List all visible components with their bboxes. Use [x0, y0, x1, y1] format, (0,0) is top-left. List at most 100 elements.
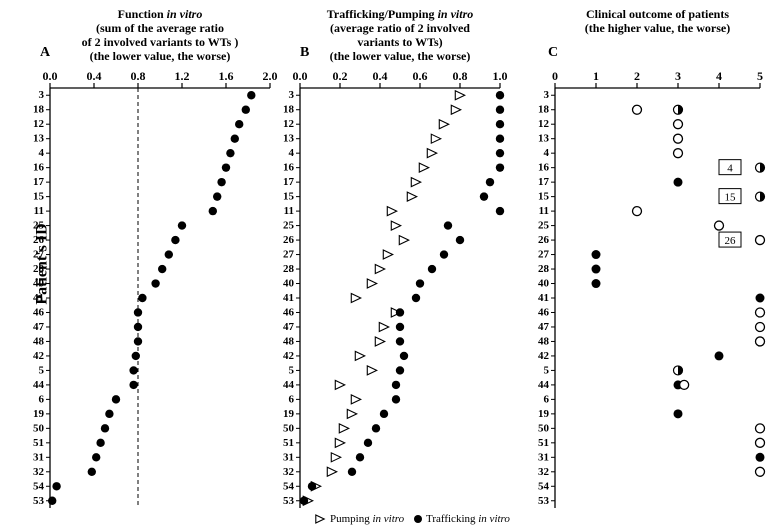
svg-text:26: 26 [283, 234, 295, 246]
svg-text:48: 48 [33, 335, 45, 347]
svg-text:19: 19 [33, 408, 45, 420]
svg-text:19: 19 [283, 408, 295, 420]
svg-text:0.8: 0.8 [453, 69, 468, 83]
svg-text:48: 48 [283, 335, 295, 347]
svg-text:0: 0 [552, 69, 558, 83]
svg-text:44: 44 [33, 379, 45, 391]
svg-text:41: 41 [538, 292, 549, 304]
svg-text:1.2: 1.2 [175, 69, 190, 83]
svg-text:41: 41 [283, 292, 294, 304]
svg-text:Function in vitro: Function in vitro [118, 7, 203, 21]
svg-text:6: 6 [289, 393, 295, 405]
svg-text:25: 25 [538, 220, 550, 232]
svg-text:17: 17 [538, 176, 550, 188]
svg-text:(the lower value, the worse): (the lower value, the worse) [90, 49, 231, 63]
svg-text:4: 4 [39, 147, 45, 159]
svg-text:5: 5 [544, 364, 550, 376]
svg-text:32: 32 [283, 466, 295, 478]
svg-text:31: 31 [33, 451, 44, 463]
svg-text:12: 12 [283, 118, 295, 130]
svg-text:(sum of the average ratio: (sum of the average ratio [96, 21, 224, 35]
svg-text:54: 54 [538, 480, 550, 492]
svg-text:12: 12 [33, 118, 45, 130]
svg-text:46: 46 [283, 306, 295, 318]
svg-text:4: 4 [716, 69, 722, 83]
svg-text:13: 13 [283, 133, 295, 145]
svg-text:51: 51 [33, 437, 44, 449]
svg-text:11: 11 [284, 205, 294, 217]
svg-text:16: 16 [538, 162, 550, 174]
svg-text:53: 53 [283, 495, 295, 507]
svg-text:47: 47 [283, 321, 295, 333]
svg-text:32: 32 [33, 466, 45, 478]
svg-text:4: 4 [544, 147, 550, 159]
svg-text:40: 40 [538, 278, 550, 290]
svg-text:54: 54 [283, 480, 295, 492]
svg-text:42: 42 [283, 350, 295, 362]
svg-text:51: 51 [283, 437, 294, 449]
svg-text:12: 12 [538, 118, 550, 130]
svg-text:0.8: 0.8 [131, 69, 146, 83]
svg-text:25: 25 [283, 220, 295, 232]
svg-text:Clinical outcome of patients: Clinical outcome of patients [586, 7, 729, 21]
svg-text:2.0: 2.0 [263, 69, 278, 83]
svg-text:17: 17 [33, 176, 45, 188]
svg-text:51: 51 [538, 437, 549, 449]
svg-text:28: 28 [538, 263, 550, 275]
svg-text:47: 47 [538, 321, 550, 333]
svg-text:6: 6 [544, 393, 550, 405]
svg-text:15: 15 [33, 191, 45, 203]
svg-text:3: 3 [675, 69, 681, 83]
svg-text:(the higher value, the worse): (the higher value, the worse) [585, 21, 730, 35]
svg-text:13: 13 [538, 133, 550, 145]
svg-text:15: 15 [538, 191, 550, 203]
svg-text:16: 16 [33, 162, 45, 174]
svg-text:44: 44 [283, 379, 295, 391]
svg-text:(average ratio of 2 involved: (average ratio of 2 involved [330, 21, 470, 35]
svg-text:B: B [300, 45, 309, 60]
svg-text:0.0: 0.0 [43, 69, 58, 83]
svg-text:27: 27 [283, 249, 295, 261]
svg-text:3: 3 [289, 89, 295, 101]
svg-text:11: 11 [539, 205, 549, 217]
svg-text:42: 42 [538, 350, 550, 362]
svg-text:4: 4 [727, 163, 733, 175]
svg-text:26: 26 [538, 234, 550, 246]
svg-text:15: 15 [725, 192, 737, 204]
svg-text:5: 5 [39, 364, 45, 376]
svg-text:54: 54 [33, 480, 45, 492]
svg-text:18: 18 [33, 104, 45, 116]
svg-text:19: 19 [538, 408, 550, 420]
svg-text:46: 46 [538, 306, 550, 318]
svg-text:53: 53 [33, 495, 45, 507]
svg-text:11: 11 [34, 205, 44, 217]
svg-text:18: 18 [283, 104, 295, 116]
svg-text:31: 31 [283, 451, 294, 463]
svg-text:28: 28 [283, 263, 295, 275]
svg-text:0.2: 0.2 [333, 69, 348, 83]
svg-text:0.4: 0.4 [87, 69, 102, 83]
svg-text:44: 44 [538, 379, 550, 391]
chart-svg: 0.00.40.81.21.62.03181213416171511252627… [0, 0, 778, 528]
svg-text:4: 4 [289, 147, 295, 159]
svg-text:1: 1 [593, 69, 599, 83]
svg-text:42: 42 [33, 350, 45, 362]
svg-text:A: A [40, 45, 51, 60]
svg-text:32: 32 [538, 466, 550, 478]
svg-text:3: 3 [39, 89, 45, 101]
svg-text:2: 2 [634, 69, 640, 83]
svg-text:18: 18 [538, 104, 550, 116]
svg-text:6: 6 [39, 393, 45, 405]
svg-text:16: 16 [283, 162, 295, 174]
svg-text:50: 50 [33, 422, 45, 434]
svg-text:46: 46 [33, 306, 45, 318]
svg-text:1.6: 1.6 [219, 69, 234, 83]
svg-text:0.6: 0.6 [413, 69, 428, 83]
svg-text:13: 13 [33, 133, 45, 145]
svg-text:50: 50 [283, 422, 295, 434]
svg-text:48: 48 [538, 335, 550, 347]
svg-text:C: C [548, 45, 558, 60]
svg-text:26: 26 [725, 235, 737, 247]
svg-text:50: 50 [538, 422, 550, 434]
svg-text:0.0: 0.0 [293, 69, 308, 83]
